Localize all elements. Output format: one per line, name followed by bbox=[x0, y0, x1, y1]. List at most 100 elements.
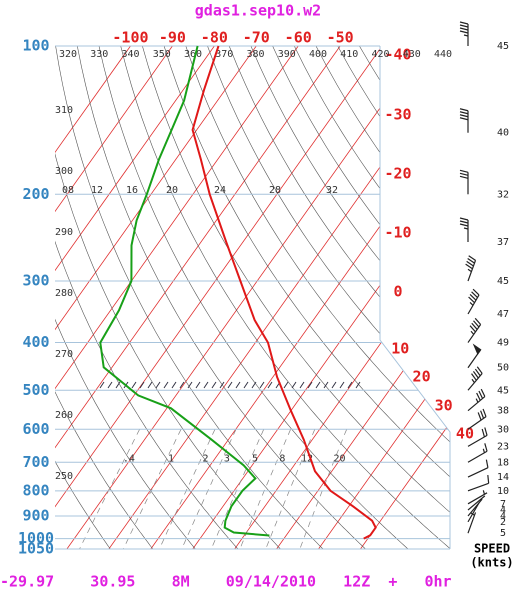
wind-barb bbox=[459, 21, 469, 46]
wind-barb bbox=[467, 512, 477, 534]
wind-label: SPEED bbox=[474, 542, 510, 556]
adiabat-label: 350 bbox=[153, 49, 171, 60]
dry-adiabat bbox=[250, 46, 450, 549]
mixing-ratio-line bbox=[210, 429, 265, 549]
mixing-ratio-label: 20 bbox=[333, 453, 345, 464]
barb-staff bbox=[467, 492, 488, 505]
barb-half bbox=[463, 34, 469, 37]
wind-speed-label: 32 bbox=[497, 189, 509, 200]
y-tick-label: 800 bbox=[22, 481, 49, 499]
barb-feather bbox=[484, 443, 488, 452]
barb-feather bbox=[478, 390, 484, 399]
adiabat-label: 320 bbox=[59, 49, 77, 60]
dry-adiabat bbox=[55, 46, 324, 549]
wind-barb bbox=[467, 495, 486, 511]
barb-feather bbox=[472, 371, 479, 379]
barb-pennant bbox=[472, 343, 482, 356]
adiabat-label: 360 bbox=[184, 49, 202, 60]
wind-barb bbox=[467, 490, 488, 505]
barb-feather bbox=[471, 373, 477, 381]
wind-speed-label: 45 bbox=[497, 385, 509, 396]
upper-label: 24 bbox=[214, 185, 226, 196]
adiabat-label: 390 bbox=[278, 49, 296, 60]
chart-title: gdas1.sep10.w2 bbox=[195, 2, 321, 20]
barb-staff bbox=[467, 260, 477, 282]
mixing-ratio-label: 2 bbox=[202, 453, 208, 464]
wind-barb bbox=[467, 459, 489, 478]
barb-staff bbox=[467, 396, 486, 412]
dry-adiabat bbox=[98, 46, 409, 549]
barb-half bbox=[470, 512, 475, 516]
upper-label: 08 bbox=[62, 185, 74, 196]
profile-line bbox=[99, 45, 270, 537]
mixing-ratio-label: 8 bbox=[279, 453, 285, 464]
barb-feather bbox=[459, 117, 469, 121]
barb-staff bbox=[467, 294, 480, 315]
barb-feather bbox=[459, 169, 469, 173]
barb-feather bbox=[459, 175, 469, 179]
barb-feather bbox=[471, 322, 478, 330]
barb-feather bbox=[473, 320, 480, 328]
adiabat-label: 330 bbox=[90, 49, 108, 60]
wind-speed-label: 49 bbox=[497, 338, 509, 349]
x-tick-label: -20 bbox=[384, 165, 411, 183]
mixing-ratio-label: 12 bbox=[301, 453, 313, 464]
x-tick-label: -10 bbox=[384, 224, 411, 242]
wind-speed-label: 38 bbox=[497, 406, 509, 417]
adiabat-label: 410 bbox=[340, 49, 358, 60]
wind-barb bbox=[459, 217, 469, 243]
barb-feather bbox=[476, 392, 481, 401]
barb-half bbox=[467, 268, 472, 273]
mixing-ratio-label: 5 bbox=[252, 453, 258, 464]
barb-staff bbox=[467, 373, 483, 391]
wind-speed-label: 37 bbox=[497, 237, 509, 248]
wind-barb bbox=[467, 443, 488, 463]
wind-barb bbox=[467, 502, 480, 523]
dry-adiabat bbox=[207, 46, 450, 549]
barb-feather bbox=[465, 263, 473, 270]
barb-staff bbox=[467, 450, 488, 463]
wind-speed-label: 5 bbox=[500, 528, 506, 539]
x-tick-label: -30 bbox=[384, 106, 411, 124]
dry-adiabat bbox=[55, 46, 154, 549]
wind-speed-label: 4 bbox=[500, 505, 506, 516]
wind-barb bbox=[467, 343, 482, 369]
barb-staff bbox=[467, 434, 488, 447]
wind-barb bbox=[459, 108, 469, 133]
adiabat-label: 430 bbox=[403, 49, 421, 60]
barb-feather bbox=[477, 412, 482, 421]
barb-feather bbox=[485, 459, 489, 468]
isotherm bbox=[55, 46, 383, 549]
y-tick-label: 100 bbox=[22, 37, 49, 55]
isotherm bbox=[55, 46, 131, 549]
barb-feather bbox=[474, 317, 482, 325]
mixing-ratio-line bbox=[122, 429, 182, 549]
barb-half bbox=[463, 227, 469, 230]
barb-feather bbox=[459, 111, 469, 115]
barb-feather bbox=[468, 296, 475, 304]
dry-adiabat bbox=[55, 46, 111, 549]
mixing-ratio-line bbox=[79, 429, 140, 549]
plot-boundary bbox=[379, 46, 451, 549]
upper-label: 12 bbox=[91, 185, 103, 196]
dry-adiabat bbox=[55, 46, 281, 549]
wind-speed-label: 10 bbox=[497, 486, 509, 497]
barb-half bbox=[469, 302, 474, 306]
barb-feather bbox=[459, 30, 469, 34]
mixing-ratio-label: 1 bbox=[168, 453, 174, 464]
upper-label: 32 bbox=[326, 185, 338, 196]
upper-label: 28 bbox=[269, 185, 281, 196]
barb-feather bbox=[476, 366, 483, 374]
wind-speed-label: 7 bbox=[500, 499, 506, 510]
barb-half bbox=[475, 398, 479, 403]
barb-feather bbox=[459, 114, 469, 118]
barb-half bbox=[482, 490, 486, 495]
barb-feather bbox=[474, 368, 481, 377]
barb-feather bbox=[468, 255, 476, 261]
wind-barb bbox=[467, 366, 483, 391]
adiabat-label: 260 bbox=[55, 410, 73, 421]
isotherm bbox=[55, 46, 299, 549]
barb-feather bbox=[459, 27, 469, 31]
isotherm bbox=[55, 46, 173, 549]
